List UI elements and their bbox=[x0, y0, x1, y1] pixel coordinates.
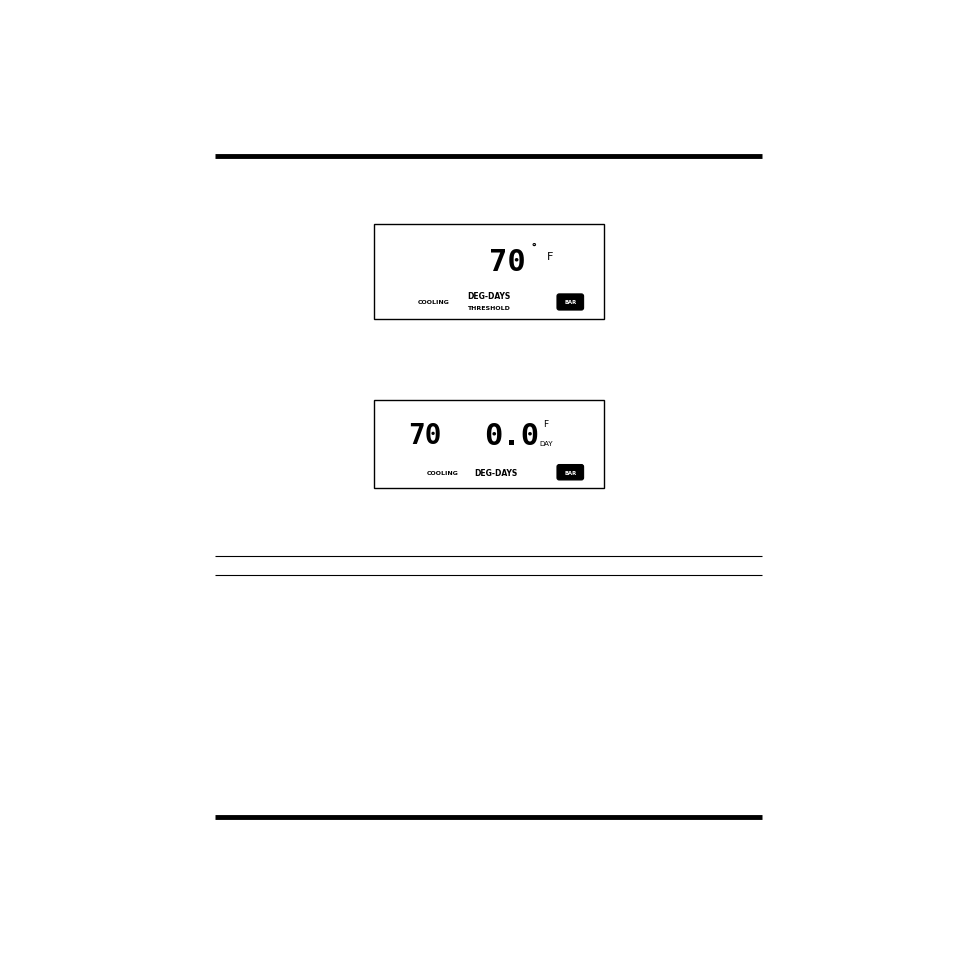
Text: F: F bbox=[542, 419, 548, 429]
Text: DAY: DAY bbox=[538, 440, 552, 446]
Text: 70: 70 bbox=[488, 248, 525, 277]
Text: BAR: BAR bbox=[563, 300, 576, 305]
Text: 0.0: 0.0 bbox=[484, 421, 538, 450]
Text: BAR: BAR bbox=[563, 470, 576, 476]
Text: 70: 70 bbox=[408, 422, 441, 450]
Bar bbox=[374, 225, 603, 320]
Text: THRESHOLD: THRESHOLD bbox=[467, 306, 510, 311]
Text: °: ° bbox=[530, 241, 537, 252]
FancyBboxPatch shape bbox=[557, 465, 583, 480]
Bar bbox=[374, 400, 603, 489]
Text: COOLING: COOLING bbox=[427, 470, 458, 476]
Text: DEG-DAYS: DEG-DAYS bbox=[467, 292, 510, 300]
Text: F: F bbox=[546, 252, 553, 262]
Text: DEG-DAYS: DEG-DAYS bbox=[474, 468, 517, 477]
Text: COOLING: COOLING bbox=[417, 300, 450, 305]
FancyBboxPatch shape bbox=[557, 294, 583, 311]
